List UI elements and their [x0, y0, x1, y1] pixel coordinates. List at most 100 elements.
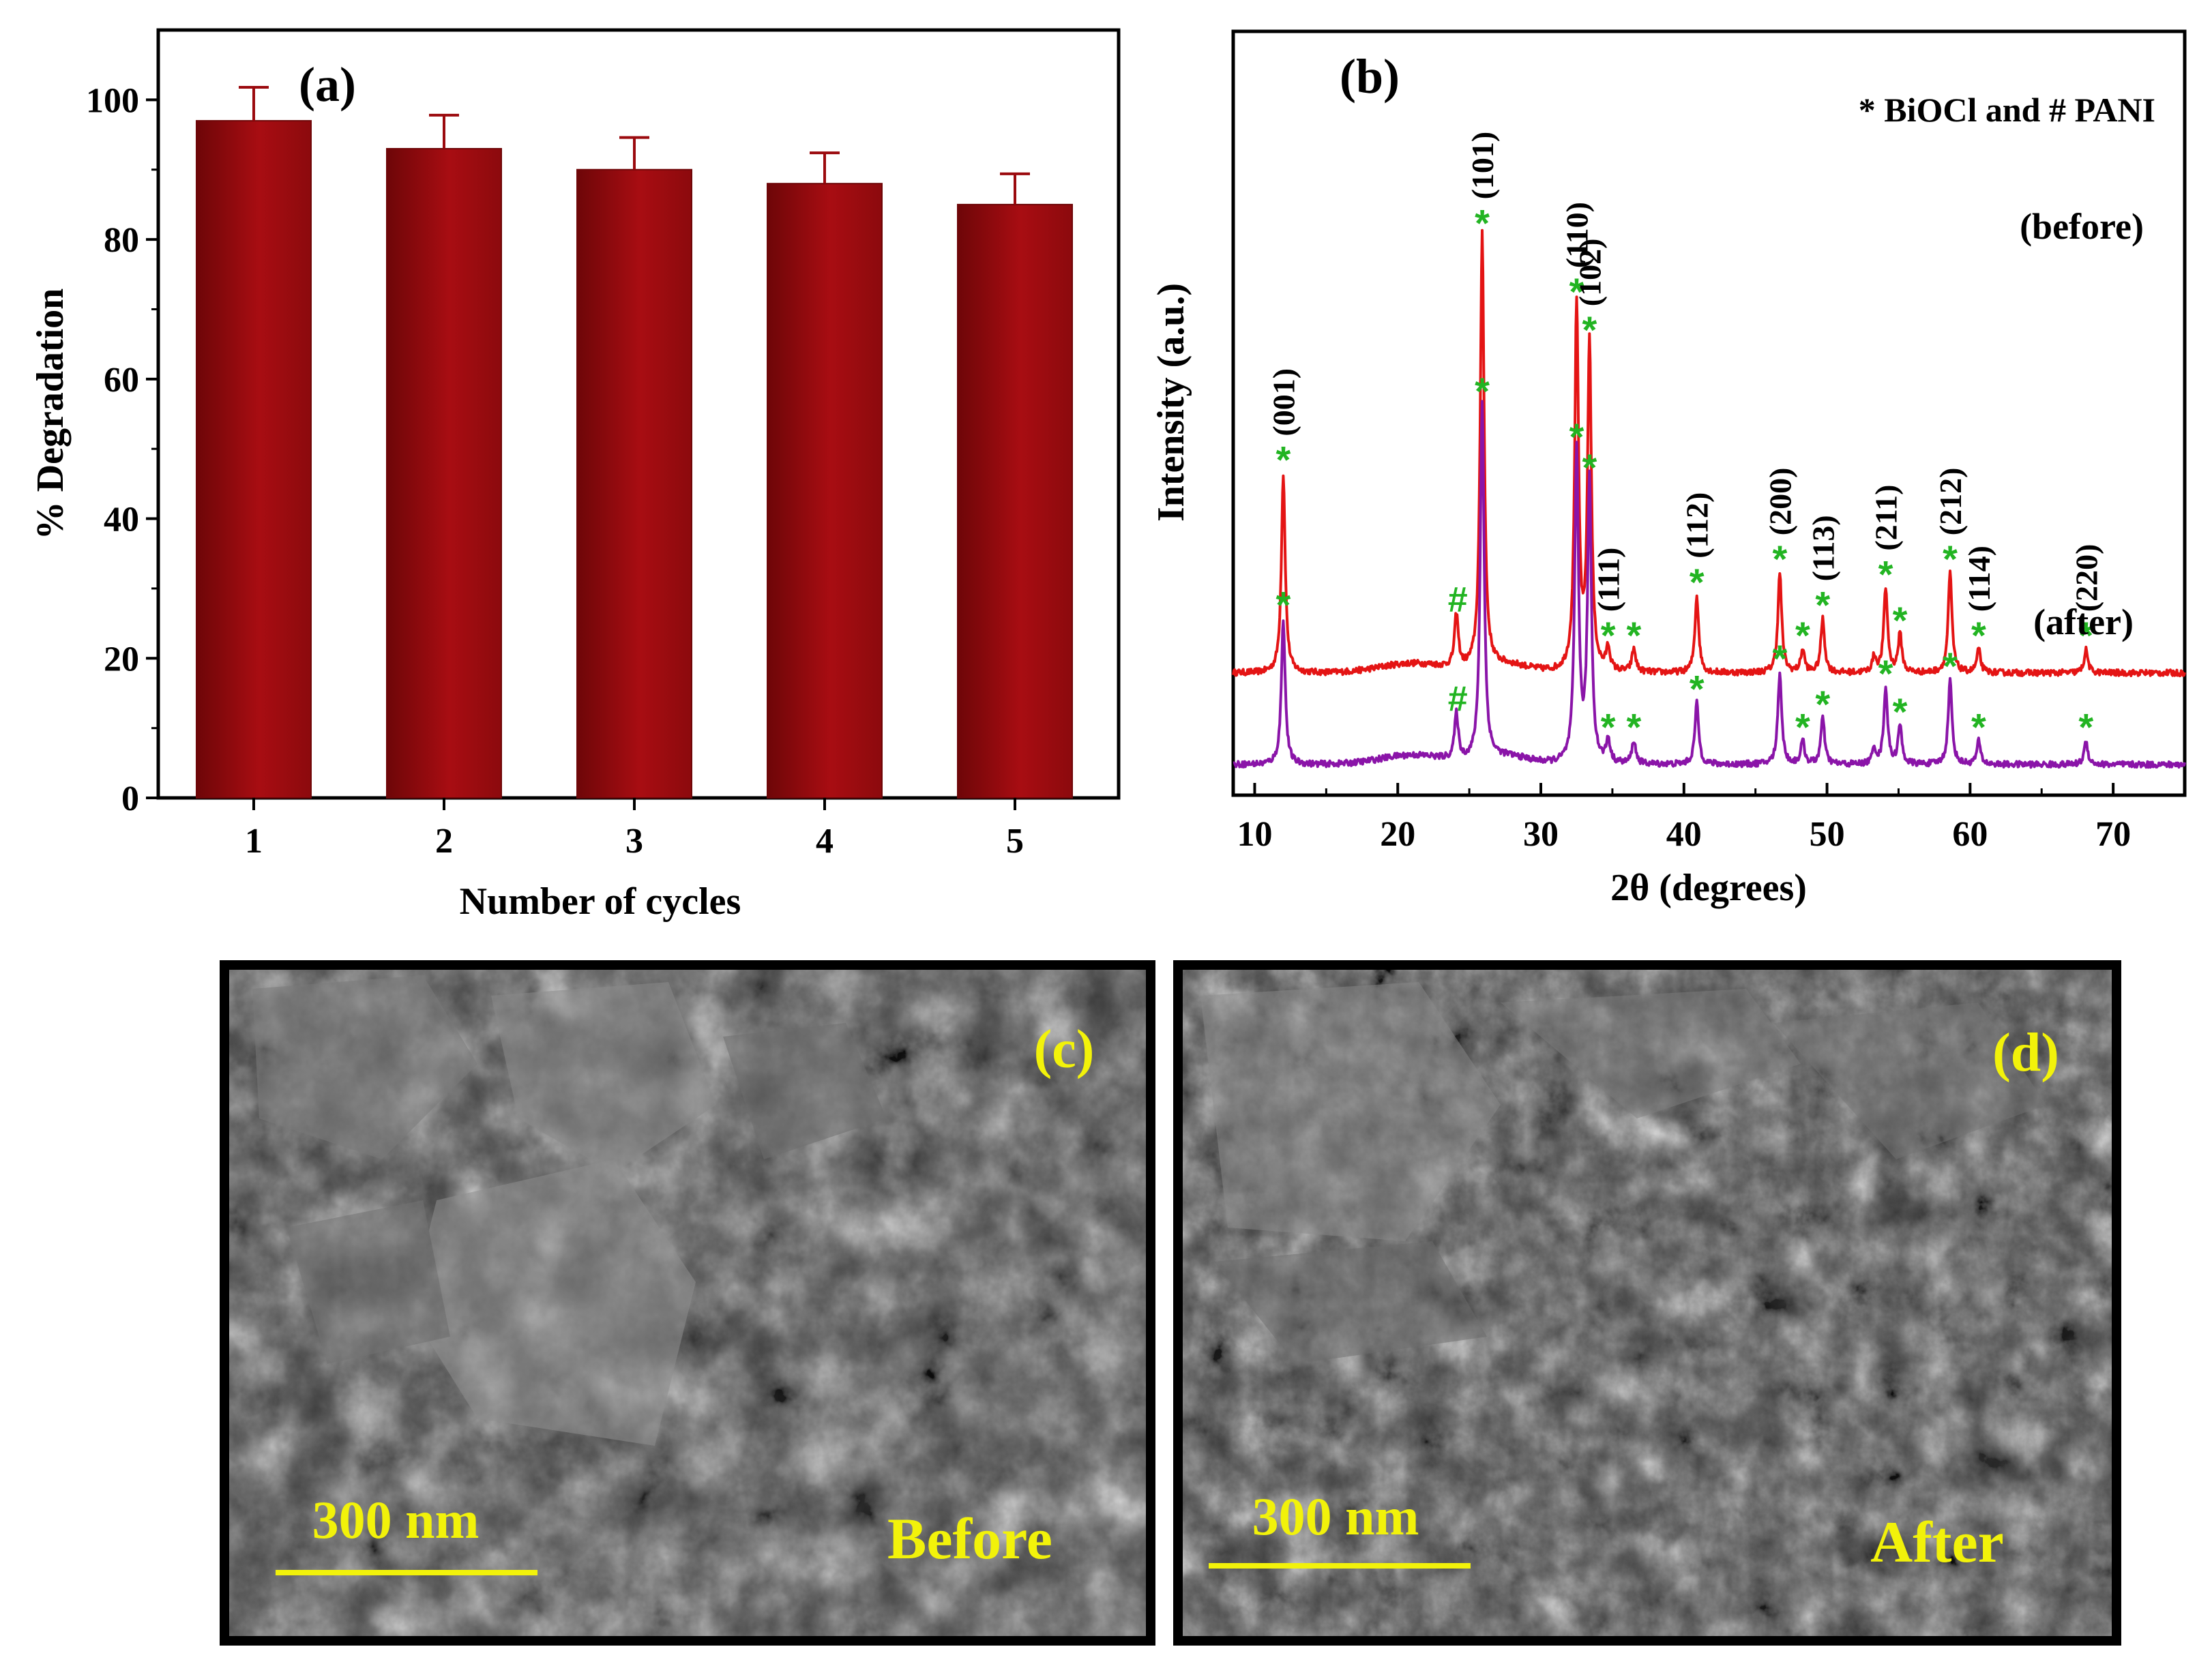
x-tick-label: 4	[816, 822, 834, 861]
panel-label-c: (c)	[1034, 1020, 1095, 1080]
y-tick-label: 80	[104, 221, 139, 260]
peak-label: (212)	[1933, 468, 1968, 536]
peak-label: (200)	[1763, 468, 1797, 536]
biocl-marker: *	[1626, 706, 1641, 749]
peak-labels: (001) (101) (110)(102) (111) (112) (200)(113)…	[1266, 132, 2104, 612]
peak-label: (111)	[1591, 548, 1626, 612]
biocl-marker: *	[1475, 201, 1490, 244]
biocl-marker: *	[2078, 614, 2093, 657]
x-axis-ticks: 1 2 3 4 5	[245, 798, 1024, 861]
bar	[957, 203, 1073, 799]
peak-label: (110)	[1559, 202, 1594, 268]
panel-label-a: (a)	[299, 57, 356, 112]
sem-caption-after: After	[1870, 1509, 2004, 1575]
y-tick-label: 100	[86, 81, 139, 120]
x-tick-label: 3	[625, 822, 643, 861]
panel-b-xrd-chart: 10 20 30 40 50 60 70 *#**** ********* **#**** ***…	[1150, 29, 2187, 909]
biocl-marker: *	[2078, 706, 2093, 749]
peak-label: (001)	[1266, 368, 1301, 436]
x-tick-label: 5	[1006, 822, 1024, 861]
y-axis-ticks: 0 20 40 60 80 100	[86, 81, 158, 818]
legend-note: * BiOCl and # PANI	[1859, 91, 2155, 129]
sem-flakes	[252, 975, 887, 1446]
x-tick-label: 10	[1237, 815, 1272, 854]
x-axis-title: Number of cycles	[460, 880, 741, 923]
x-tick-label: 20	[1380, 815, 1415, 854]
pani-marker: #	[1448, 679, 1468, 719]
biocl-marker: *	[1772, 537, 1787, 580]
x-tick-label: 70	[2095, 815, 2131, 854]
peak-label: (211)	[1869, 484, 1904, 550]
xrd-series	[1232, 228, 2186, 769]
x-tick-label: 30	[1523, 815, 1559, 854]
biocl-marker: *	[1276, 583, 1291, 626]
sem-flakes	[1200, 982, 2046, 1364]
biocl-marker: *	[1815, 683, 1830, 726]
biocl-marker: *	[1815, 583, 1830, 626]
bar	[196, 120, 312, 799]
series-label-before: (before)	[2020, 206, 2144, 247]
series-label-after: (after)	[2033, 601, 2134, 642]
bar	[576, 168, 692, 799]
panel-label-b: (b)	[1340, 49, 1400, 104]
biocl-marker: *	[1475, 370, 1490, 413]
scale-bar-label: 300 nm	[312, 1490, 480, 1549]
bars	[196, 85, 1073, 799]
bar	[386, 148, 502, 799]
scale-bar	[276, 1570, 537, 1575]
peak-label: (113)	[1805, 515, 1840, 581]
peak-label: (112)	[1680, 492, 1715, 559]
y-tick-label: 0	[121, 779, 139, 818]
biocl-marker: *	[1582, 446, 1597, 489]
biocl-marker: *	[1893, 599, 1908, 642]
panel-d-sem-image: (d) 300 nm After	[1173, 960, 2121, 1646]
biocl-marker: *	[1943, 537, 1958, 580]
x-tick-label: 40	[1666, 815, 1702, 854]
peak-label: (102)	[1572, 239, 1607, 307]
panel-c-sem-image: (c) 300 nm Before	[220, 960, 1155, 1646]
bar	[767, 183, 883, 799]
biocl-marker: *	[1601, 706, 1616, 749]
y-axis-title: Intensity (a.u.)	[1150, 283, 1192, 522]
peak-markers: *#**** ********* **#**** ********* *	[1276, 201, 2094, 748]
biocl-marker: *	[1601, 614, 1616, 657]
pani-marker: #	[1448, 580, 1468, 619]
biocl-marker: *	[1569, 270, 1584, 313]
biocl-marker: *	[1795, 614, 1810, 657]
y-axis-title: % Degradation	[29, 288, 72, 540]
biocl-marker: *	[1582, 308, 1597, 351]
x-tick-label: 50	[1810, 815, 1845, 854]
plot-frame	[1231, 29, 2187, 797]
biocl-marker: *	[1772, 637, 1787, 680]
panel-label-d: (d)	[1992, 1023, 2059, 1083]
x-tick-label: 60	[1952, 815, 1988, 854]
xrd-line-after	[1233, 400, 2186, 769]
biocl-marker: *	[1626, 614, 1641, 657]
biocl-marker: *	[1893, 690, 1908, 733]
x-axis-title: 2θ (degrees)	[1610, 867, 1807, 909]
x-tick-label: 1	[245, 822, 263, 861]
biocl-marker: *	[1971, 706, 1986, 749]
biocl-marker: *	[1943, 644, 1958, 687]
sem-caption-before: Before	[887, 1506, 1052, 1571]
peak-label: (220)	[2069, 544, 2104, 612]
y-tick-label: 20	[104, 640, 139, 679]
biocl-marker: *	[1971, 614, 1986, 657]
biocl-marker: *	[1690, 668, 1705, 711]
biocl-marker: *	[1276, 439, 1291, 481]
y-tick-label: 40	[104, 501, 139, 539]
peak-label: (101)	[1465, 132, 1500, 200]
x-axis-ticks: 10 20 30 40 50 60 70	[1237, 783, 2186, 854]
biocl-marker: *	[1878, 652, 1893, 695]
biocl-marker: *	[1690, 561, 1705, 604]
biocl-marker: *	[1878, 553, 1893, 596]
biocl-marker: *	[1569, 415, 1584, 458]
x-tick-label: 2	[435, 822, 453, 861]
peak-label: (114)	[1962, 546, 1996, 612]
biocl-marker: *	[1795, 706, 1810, 749]
scale-bar-label: 300 nm	[1252, 1487, 1419, 1546]
scale-bar	[1209, 1563, 1471, 1569]
xrd-line-before	[1232, 228, 2186, 678]
